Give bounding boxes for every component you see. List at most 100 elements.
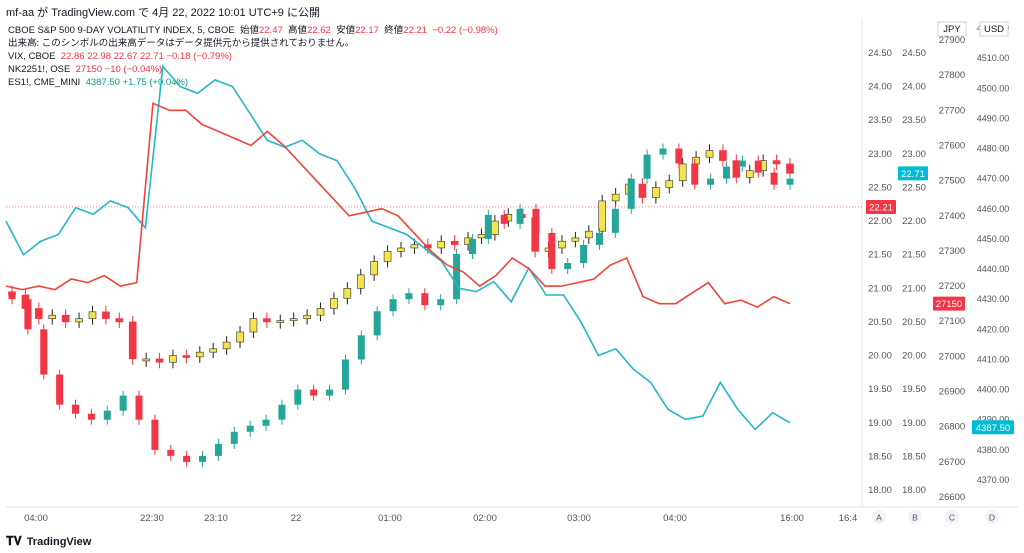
vix-axis-tick-b: 20.50 bbox=[902, 317, 926, 328]
price-badges: 22.21 22.71 27150 4387.50 bbox=[866, 166, 1014, 435]
legend-vix-values: 22.86 22.98 22.67 22.71 −0.18 (−0.79%) bbox=[60, 51, 232, 62]
vix-axis-tick-b: 19.00 bbox=[902, 418, 926, 429]
time-tick-label: 23:10 bbox=[204, 513, 228, 524]
vix-axis-tick: 18.00 bbox=[868, 485, 892, 496]
vix9d-candle bbox=[142, 358, 150, 362]
es-candle bbox=[770, 172, 778, 185]
vix9d-candle bbox=[558, 240, 566, 249]
es-candle bbox=[659, 148, 667, 155]
vix-axis-tick-b: 21.00 bbox=[902, 283, 926, 294]
vix-axis-tick: 24.50 bbox=[868, 48, 892, 59]
tradingview-logo-icon: 𝐓𝐕 bbox=[6, 534, 22, 548]
scale-button-label: B bbox=[912, 513, 918, 523]
es-candle bbox=[548, 232, 556, 270]
vix9d-candle bbox=[128, 321, 137, 360]
legend-main-row[interactable]: CBOE S&P 500 9-DAY VOLATILITY INDEX, 5, … bbox=[8, 24, 498, 37]
legend-nk-row[interactable]: NK2251!, OSE 27150 −10 (−0.04%) bbox=[8, 63, 498, 76]
es-candle bbox=[119, 395, 127, 411]
es-candle bbox=[167, 449, 175, 456]
usd-axis-tick: 4460.00 bbox=[977, 204, 1010, 214]
vix-axis-tick: 21.00 bbox=[868, 283, 892, 294]
time-axis: 04:00 22:30 23:10 22 01:00 02:00 03:00 04:00 16:… bbox=[24, 510, 999, 524]
scale-button-label: C bbox=[949, 513, 955, 523]
usd-axis-tick: 4470.00 bbox=[977, 174, 1010, 184]
es-candle bbox=[103, 410, 111, 420]
es-candle bbox=[437, 299, 445, 306]
es-candle bbox=[389, 299, 397, 312]
badge-vix-bg bbox=[898, 166, 928, 181]
time-tick-label: 22:30 bbox=[140, 513, 164, 524]
vix-axis-tick: 20.00 bbox=[868, 351, 892, 362]
jpy-axis-tick: 26600 bbox=[939, 492, 965, 503]
es-candle bbox=[405, 293, 413, 300]
jpy-axis-tick: 27600 bbox=[939, 140, 965, 151]
legend-vix-label: VIX, CBOE bbox=[8, 51, 56, 62]
legend-low-label: 安値 bbox=[336, 25, 356, 36]
vix9d-candle bbox=[61, 314, 70, 323]
jpy-axis-tick: 27300 bbox=[939, 246, 965, 257]
vix-axis-tick-b: 18.50 bbox=[902, 451, 926, 462]
jpy-axis-tick: 27200 bbox=[939, 281, 965, 292]
legend-high-value: 22.62 bbox=[307, 25, 331, 36]
legend-vix-row[interactable]: VIX, CBOE 22.86 22.98 22.67 22.71 −0.18 … bbox=[8, 50, 498, 63]
usd-axis-tick: 4370.00 bbox=[977, 475, 1010, 485]
time-tick-label: 01:00 bbox=[378, 513, 402, 524]
es-candle bbox=[40, 329, 48, 375]
vix9d-candle bbox=[155, 358, 164, 363]
jpy-axis-tick: 27400 bbox=[939, 211, 965, 222]
footer-brand-text: TradingView bbox=[26, 535, 92, 548]
vix-axis-tick: 23.50 bbox=[868, 115, 892, 126]
vix9d-candle bbox=[236, 331, 244, 343]
vix-axis-tick: 23.00 bbox=[868, 149, 892, 160]
es-candle bbox=[484, 214, 492, 239]
badge-nk-bg bbox=[933, 296, 965, 311]
footer-brand[interactable]: 𝐓𝐕 TradingView bbox=[6, 534, 91, 549]
vix9d-candle bbox=[330, 298, 338, 309]
legend-es-row[interactable]: ES1!, CME_MINI 4387.50 +1.75 (+0.04%) bbox=[8, 76, 498, 89]
series-lines bbox=[5, 64, 791, 431]
legend-es-label: ES1!, CME_MINI bbox=[8, 77, 81, 88]
vix9d-candle bbox=[316, 308, 325, 316]
es-candle bbox=[627, 178, 635, 209]
jpy-axis-tick: 27000 bbox=[939, 351, 965, 362]
chart-legend: CBOE S&P 500 9-DAY VOLATILITY INDEX, 5, … bbox=[8, 24, 498, 89]
vix-axis-tick: 20.50 bbox=[868, 317, 892, 328]
jpy-axis-tick: 26800 bbox=[939, 422, 965, 433]
jpy-axis-tick: 27800 bbox=[939, 70, 965, 81]
vix9d-candle bbox=[222, 341, 231, 350]
usd-axis-tick: 4430.00 bbox=[977, 294, 1010, 304]
es-candle bbox=[707, 178, 715, 185]
jpy-currency-label: JPY bbox=[943, 24, 961, 35]
es-candle bbox=[500, 214, 508, 224]
scale-button-a bbox=[872, 510, 886, 524]
es-candle bbox=[72, 404, 80, 414]
legend-change-value: −0.22 (−0.98%) bbox=[432, 25, 498, 36]
nk-line bbox=[5, 102, 791, 309]
vix9d-candle bbox=[652, 187, 660, 198]
vix9d-candle bbox=[263, 318, 271, 323]
es-candle bbox=[278, 404, 286, 420]
vix9d-candle bbox=[705, 150, 714, 158]
usd-axis-tick: 4480.00 bbox=[977, 144, 1010, 154]
vix9d-candle bbox=[450, 240, 459, 245]
vix9d-candle bbox=[732, 160, 741, 178]
time-tick-label: 03:00 bbox=[567, 513, 591, 524]
es-candle bbox=[595, 232, 603, 245]
vix9d-candle bbox=[678, 163, 687, 182]
vix-axis-tick-b: 20.00 bbox=[902, 351, 926, 362]
es-candle bbox=[738, 160, 746, 167]
time-tick-label: 22 bbox=[291, 513, 302, 524]
es-candle bbox=[230, 431, 238, 444]
es-candle bbox=[310, 389, 318, 396]
vix9d-candle bbox=[289, 318, 298, 321]
legend-volume-note: 出来高: このシンボルの出来高データはデータ提供元から提供されておりません。 bbox=[8, 38, 355, 49]
es-candle bbox=[246, 425, 254, 432]
es-candle bbox=[262, 419, 270, 426]
legend-nk-label: NK2251!, OSE bbox=[8, 64, 71, 75]
es-candle bbox=[722, 166, 730, 179]
es-candle bbox=[611, 208, 619, 233]
es-candle bbox=[56, 374, 64, 405]
vix-axis-tick: 18.50 bbox=[868, 451, 892, 462]
chart-separators bbox=[6, 20, 1018, 508]
